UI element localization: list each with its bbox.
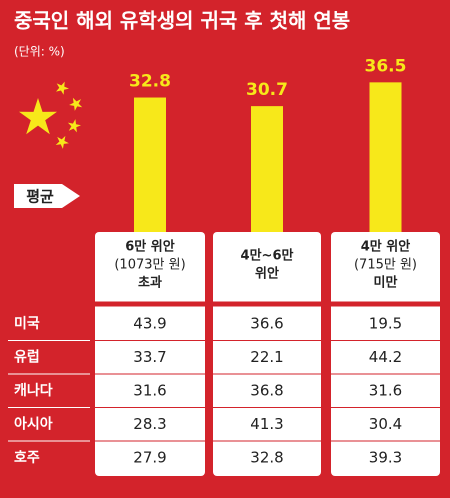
star [56, 81, 69, 95]
table-cell: 36.6 [250, 314, 283, 332]
title: 중국인 해외 유학생의 귀국 후 첫해 연봉 [14, 9, 350, 33]
table-cell: 27.9 [133, 448, 166, 466]
table-cell: 39.3 [369, 448, 402, 466]
table-cell: 33.7 [133, 348, 166, 366]
column-header: 4만 위안 [361, 239, 410, 255]
value-label: 30.7 [246, 80, 288, 100]
bar [251, 106, 283, 232]
star [19, 98, 57, 135]
column-header: 위안 [255, 266, 279, 282]
table-cell: 32.8 [250, 448, 283, 466]
star [69, 97, 83, 111]
flag-stars [19, 81, 83, 149]
table-cell: 36.8 [250, 381, 283, 399]
column-header-cell [331, 232, 440, 476]
column-header-cell [95, 232, 205, 476]
table-cell: 22.1 [250, 348, 283, 366]
value-label: 32.8 [129, 72, 171, 92]
table-cell: 41.3 [250, 415, 283, 433]
value-label: 36.5 [365, 56, 407, 76]
table-cell: 43.9 [133, 314, 166, 332]
row-label: 호주 [14, 450, 40, 466]
unit: (단위: %) [14, 45, 65, 59]
row-label: 캐나다 [14, 383, 53, 399]
column-header: (1073만 원) [114, 258, 185, 273]
column-header-cell [213, 232, 321, 476]
table-cell: 30.4 [369, 415, 402, 433]
bar [369, 82, 402, 232]
table-cell: 19.5 [369, 314, 402, 332]
table-cell: 44.2 [369, 348, 402, 366]
column-header: 6만 위안 [125, 239, 174, 255]
star [55, 135, 69, 149]
column-header: (715만 원) [354, 258, 417, 273]
column-header: 초과 [138, 276, 162, 291]
bar [134, 97, 166, 233]
table-cell: 28.3 [133, 415, 166, 433]
row-label: 아시아 [14, 415, 53, 432]
row-label: 미국 [14, 316, 40, 332]
table-cell: 31.6 [133, 381, 166, 399]
legend-tag [14, 184, 80, 208]
column-header: 미만 [374, 275, 398, 291]
row-label: 유럽 [14, 349, 40, 365]
legend-label: 평균 [26, 188, 54, 206]
star [67, 119, 81, 133]
column-header: 4만~6만 [241, 248, 294, 264]
table-cell: 31.6 [369, 381, 402, 399]
